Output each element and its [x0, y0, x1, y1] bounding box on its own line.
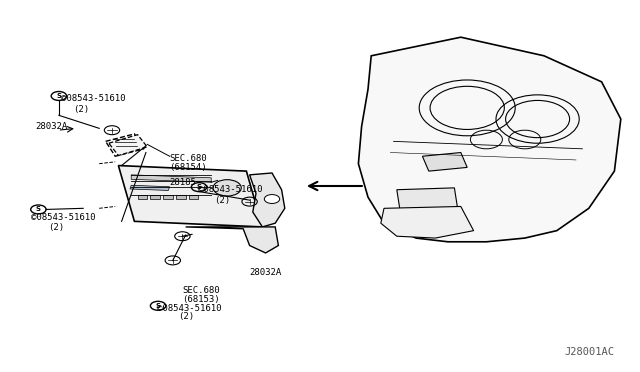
Circle shape [264, 195, 280, 203]
Bar [163, 195, 173, 199]
Bar [189, 195, 198, 199]
Bar [138, 195, 147, 199]
Text: (2): (2) [214, 196, 230, 205]
Text: J28001AC: J28001AC [564, 347, 614, 357]
Text: (2): (2) [74, 105, 90, 114]
Polygon shape [109, 135, 147, 155]
Text: ©08543-51610: ©08543-51610 [31, 213, 95, 222]
Bar [150, 195, 160, 199]
Text: S: S [156, 303, 161, 309]
Text: 28032A: 28032A [250, 268, 282, 277]
Text: SEC.680: SEC.680 [170, 154, 207, 163]
Polygon shape [422, 153, 467, 171]
Text: (2): (2) [178, 312, 194, 321]
Polygon shape [397, 188, 458, 210]
Text: ©08543-51610: ©08543-51610 [198, 185, 263, 194]
Polygon shape [250, 173, 285, 227]
Bar [176, 195, 186, 199]
Text: (2): (2) [48, 223, 64, 232]
Text: 28185: 28185 [170, 178, 196, 187]
Polygon shape [358, 37, 621, 242]
Text: S: S [56, 93, 61, 99]
Polygon shape [130, 185, 170, 190]
Polygon shape [381, 206, 474, 238]
Text: (68153): (68153) [182, 295, 220, 304]
Text: 28032A: 28032A [35, 122, 67, 131]
Polygon shape [131, 175, 211, 182]
Text: ©08543-51610: ©08543-51610 [61, 94, 125, 103]
Circle shape [213, 180, 241, 196]
Text: (68154): (68154) [170, 163, 207, 172]
Text: S: S [36, 206, 41, 212]
Polygon shape [118, 166, 262, 227]
Text: S: S [196, 184, 202, 190]
Text: ©08543-51610: ©08543-51610 [157, 304, 221, 312]
Polygon shape [186, 227, 278, 253]
Text: SEC.680: SEC.680 [182, 286, 220, 295]
